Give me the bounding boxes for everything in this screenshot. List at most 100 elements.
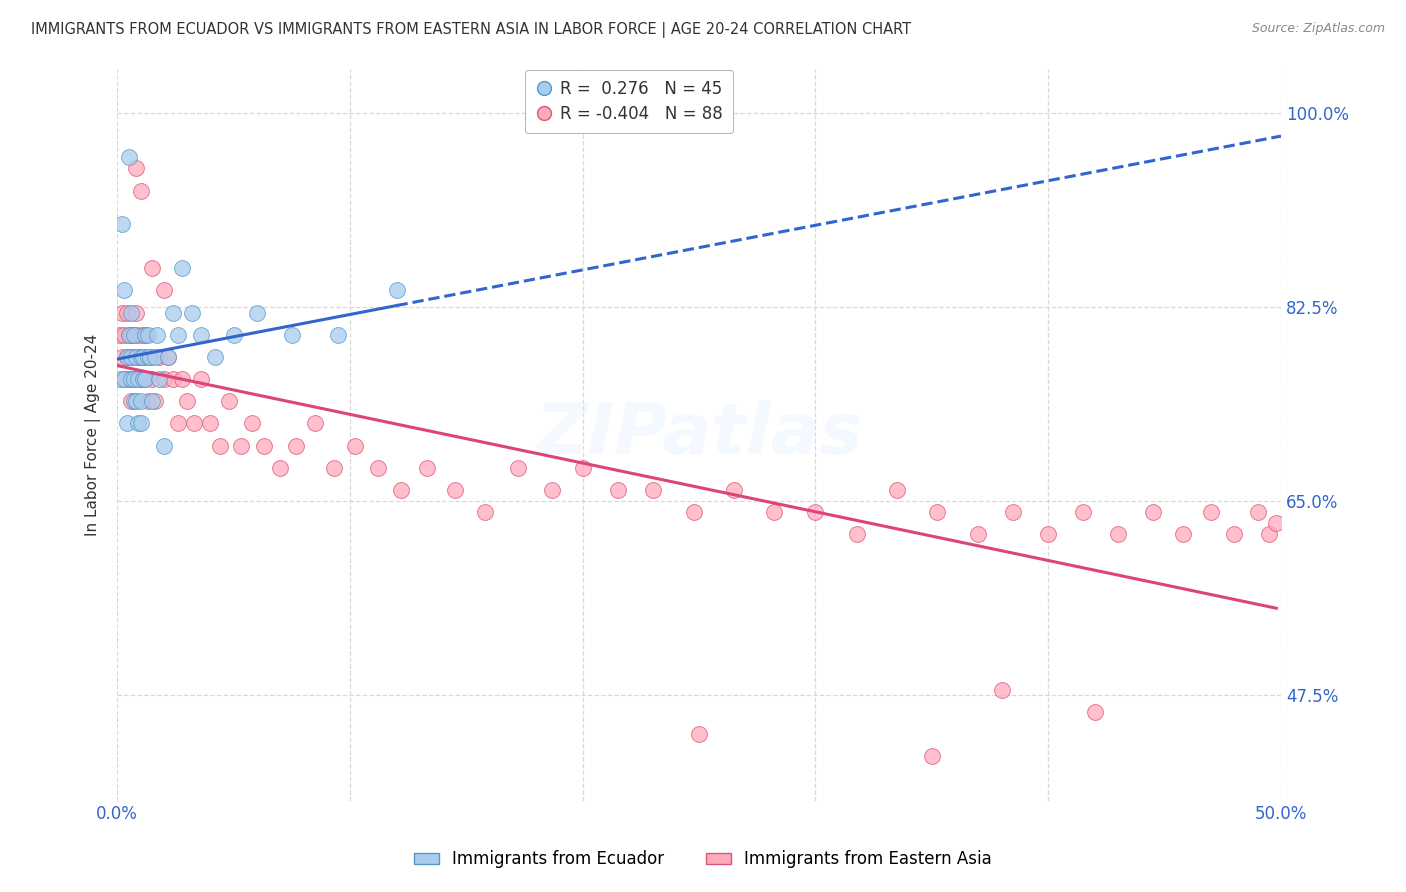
Point (115, 350, 138, 364)
Point (153, 284, 176, 298)
Point (134, 372, 156, 386)
Point (120, 327, 142, 342)
Point (125, 327, 148, 342)
Point (122, 372, 145, 386)
Point (122, 327, 145, 342)
Point (269, 460, 291, 475)
Point (122, 350, 145, 364)
Point (389, 483, 412, 497)
Point (229, 439, 252, 453)
Point (127, 372, 149, 386)
Text: ZIPatlas: ZIPatlas (536, 401, 863, 469)
Point (118, 327, 141, 342)
Point (111, 305, 134, 319)
Point (139, 350, 162, 364)
Point (688, 727, 710, 741)
Point (134, 327, 156, 342)
Point (222, 327, 245, 342)
Point (127, 372, 149, 386)
Point (322, 460, 344, 475)
Point (125, 305, 148, 319)
Point (112, 372, 135, 386)
Point (641, 483, 664, 497)
Point (127, 417, 149, 431)
Point (166, 417, 188, 431)
Point (208, 439, 231, 453)
Point (127, 350, 149, 364)
Point (967, 527, 990, 541)
Point (304, 417, 326, 431)
Point (112, 327, 135, 342)
Point (146, 327, 169, 342)
Point (153, 439, 176, 453)
Point (134, 372, 156, 386)
Point (141, 372, 163, 386)
Point (148, 372, 170, 386)
Point (606, 483, 628, 497)
Point (218, 394, 240, 409)
Point (134, 327, 156, 342)
Point (443, 483, 465, 497)
Point (129, 417, 152, 431)
Point (172, 261, 194, 276)
Point (115, 305, 138, 319)
Point (120, 350, 142, 364)
Point (474, 505, 496, 519)
Text: Source: ZipAtlas.com: Source: ZipAtlas.com (1251, 22, 1385, 36)
Point (111, 350, 134, 364)
Point (132, 372, 155, 386)
Point (132, 350, 155, 364)
Point (120, 305, 142, 319)
Point (246, 305, 269, 319)
Point (285, 439, 308, 453)
Point (136, 327, 159, 342)
Point (112, 372, 135, 386)
Point (139, 350, 162, 364)
Point (172, 372, 194, 386)
Point (506, 460, 529, 475)
Point (120, 372, 142, 386)
Point (1071, 505, 1094, 519)
Point (200, 417, 222, 431)
Point (1258, 527, 1281, 541)
Point (180, 305, 202, 319)
Point (176, 394, 198, 409)
Point (253, 439, 276, 453)
Point (162, 305, 184, 319)
Point (328, 327, 350, 342)
Point (240, 417, 263, 431)
Point (385, 284, 408, 298)
Point (804, 505, 827, 519)
Point (136, 350, 159, 364)
Point (1107, 527, 1129, 541)
Point (132, 372, 155, 386)
Point (120, 372, 142, 386)
Point (1247, 505, 1270, 519)
Point (846, 527, 869, 541)
Point (122, 394, 145, 409)
Point (136, 394, 159, 409)
Point (129, 394, 152, 409)
Point (281, 327, 304, 342)
Legend: Immigrants from Ecuador, Immigrants from Eastern Asia: Immigrants from Ecuador, Immigrants from… (405, 842, 1001, 877)
Point (111, 217, 134, 231)
Point (115, 350, 138, 364)
Y-axis label: In Labor Force | Age 20-24: In Labor Force | Age 20-24 (86, 334, 101, 536)
Point (204, 350, 226, 364)
Point (143, 394, 166, 409)
Point (1223, 527, 1246, 541)
Point (1084, 705, 1107, 719)
Point (108, 372, 131, 386)
Point (125, 161, 148, 176)
Point (115, 417, 138, 431)
Point (925, 505, 948, 519)
Point (367, 460, 389, 475)
Point (125, 350, 148, 364)
Point (723, 483, 745, 497)
Point (416, 460, 439, 475)
Point (1002, 505, 1025, 519)
Point (118, 327, 141, 342)
Point (143, 350, 166, 364)
Point (112, 284, 135, 298)
Point (157, 350, 180, 364)
